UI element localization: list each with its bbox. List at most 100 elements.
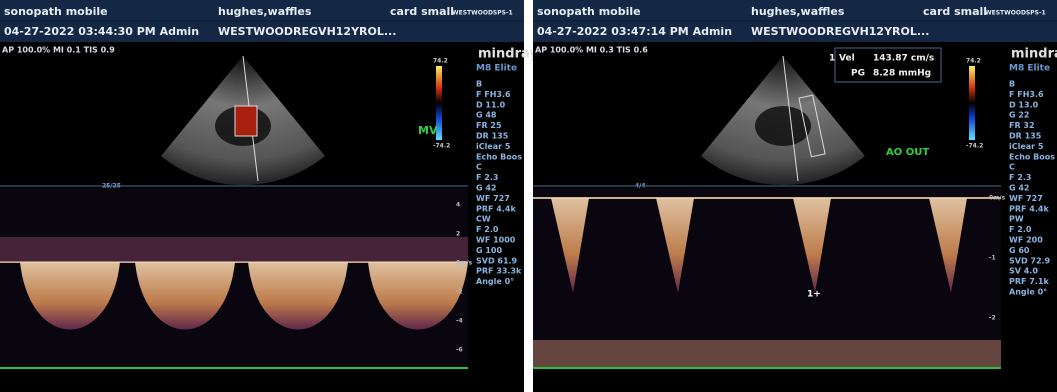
doppler-band (533, 340, 1001, 368)
param: G 42 (1009, 184, 1029, 193)
param: F 2.3 (476, 173, 498, 182)
param: CW (476, 215, 491, 224)
scale-label: -4 (456, 318, 463, 325)
color-max: 74.2 (966, 58, 981, 65)
param: F 2.0 (476, 225, 499, 234)
doppler-lobe (20, 262, 120, 330)
doppler-lobe (656, 198, 694, 293)
measure-index: 1 (829, 54, 835, 64)
doppler-lobe (135, 262, 235, 330)
header-tag: WESTWOODSPS-1 (452, 10, 513, 17)
param: Echo Boos (476, 152, 522, 161)
param: SV 4.0 (1009, 267, 1038, 276)
ultrasound-panel: sonopath mobile hughes,waffles card smallW… (533, 0, 1057, 392)
param: B (476, 80, 482, 89)
status-line: AP 100.0% MI 0.3 TIS 0.6 (535, 46, 648, 55)
param: F FH3.6 (1009, 90, 1044, 99)
cursor-line (782, 55, 799, 182)
color-box (234, 105, 258, 137)
param: Angle 0° (1009, 288, 1047, 297)
scale-label: -2 (989, 315, 996, 322)
anatomy (755, 106, 811, 146)
param: G 22 (1009, 111, 1029, 120)
view-label: MV (418, 124, 438, 137)
caliper: 1+ (807, 290, 821, 300)
param: F FH3.6 (476, 90, 511, 99)
header-text: card small (390, 5, 454, 18)
param: PW (1009, 215, 1024, 224)
doppler-lobe (793, 198, 831, 293)
scale-label: -2 (456, 289, 463, 296)
param: C (476, 163, 482, 172)
header-text: WESTWOODREGVH12YROL... (218, 25, 396, 38)
param: G 100 (476, 246, 502, 255)
param: PRF 33.3k (476, 267, 522, 276)
param: WF 727 (1009, 194, 1043, 203)
param: Echo Boos (1009, 152, 1055, 161)
param: FR 25 (476, 121, 502, 130)
status-line: AP 100.0% MI 0.1 TIS 0.9 (2, 46, 115, 55)
param: Angle 0° (476, 277, 514, 286)
color-bar (436, 66, 442, 140)
param: WF 200 (1009, 236, 1043, 245)
param: WF 1000 (476, 236, 516, 245)
color-max: 74.2 (433, 58, 448, 65)
scale-label: -6 (456, 347, 463, 354)
param: FR 32 (1009, 121, 1035, 130)
param: DR 135 (1009, 132, 1042, 141)
color-box (798, 94, 826, 158)
param: iClear 5 (476, 142, 511, 151)
param: D 13.0 (1009, 100, 1039, 109)
brand: mindray (478, 47, 538, 62)
measure-value: 143.87 cm/s (873, 54, 934, 64)
measure-label: Vel (839, 54, 855, 64)
param: iClear 5 (1009, 142, 1044, 151)
header-text: sonopath mobile (4, 5, 108, 18)
param: G 60 (1009, 246, 1030, 255)
measure-value: 8.28 mmHg (873, 69, 931, 79)
header-text: WESTWOODREGVH12YROL... (751, 25, 929, 38)
model: M8 Elite (476, 64, 517, 74)
header-text: sonopath mobile (537, 5, 641, 18)
header-tag: WESTWOODSPS-1 (985, 10, 1046, 17)
param: G 48 (476, 111, 497, 120)
header-text: hughes,waffles (218, 5, 312, 18)
measure-box (834, 47, 942, 83)
scale-label: 4 (456, 202, 460, 209)
header-text: 04-27-2022 03:44:30 PM Admin (4, 25, 199, 38)
param: WF 727 (476, 194, 510, 203)
doppler-bg (533, 188, 1001, 368)
color-min: -74.2 (966, 143, 983, 150)
doppler-band (0, 237, 468, 262)
color-bar (969, 66, 975, 140)
param: PRF 7.1k (1009, 277, 1049, 286)
param: G 42 (476, 184, 496, 193)
param: SVD 72.9 (1009, 256, 1051, 265)
view-label: AO OUT (886, 147, 929, 158)
param: F 2.0 (1009, 225, 1032, 234)
param: PRF 4.4k (476, 204, 516, 213)
ultrasound-panel: sonopath mobile hughes,waffles card smallW… (0, 0, 538, 392)
model: M8 Elite (1009, 64, 1050, 74)
header-text: 04-27-2022 03:47:14 PM Admin (537, 25, 732, 38)
param: F 2.3 (1009, 173, 1031, 182)
color-min: -74.2 (433, 143, 450, 150)
brand: mindray (1011, 47, 1057, 62)
param: SVD 61.9 (476, 256, 518, 265)
doppler-lobe (248, 262, 348, 330)
doppler-lobe (368, 262, 468, 330)
scale-label: 0m/s (456, 260, 473, 267)
doppler-lobe (551, 198, 589, 293)
header-text: hughes,waffles (751, 5, 845, 18)
param: DR 135 (476, 132, 509, 141)
header-text: card small (923, 5, 987, 18)
scale-label: -1 (989, 255, 996, 262)
scale-label: 2 (456, 231, 460, 238)
doppler-lobe (929, 198, 967, 293)
scale-label: 0m/s (989, 195, 1006, 202)
measure-label: PG (851, 69, 865, 79)
param: C (1009, 163, 1015, 172)
param: D 11.0 (476, 100, 506, 109)
param: B (1009, 80, 1015, 89)
